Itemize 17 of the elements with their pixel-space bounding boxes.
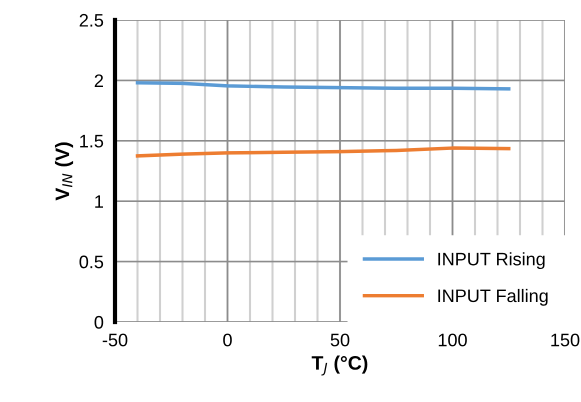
y-tick-label: 0.5 <box>79 256 104 268</box>
legend-label: INPUT Falling <box>438 288 548 306</box>
y-tick-label: 1 <box>95 195 104 208</box>
y-tick-label: 2 <box>94 74 103 87</box>
x-tick-label: 50 <box>330 334 350 346</box>
y-axis-title: V$_{IN}$ (V) <box>54 142 74 201</box>
line-series <box>136 81 510 91</box>
x-tick-label: 100 <box>438 334 467 346</box>
y-tick-label: 1.5 <box>80 134 104 148</box>
line-series <box>136 146 510 158</box>
y-tick-label: 2.5 <box>80 14 104 27</box>
y-tick-label: 0 <box>94 316 104 329</box>
x-tick-label: -50 <box>102 334 128 346</box>
x-tick-label: 0 <box>223 334 232 346</box>
legend-label: INPUT Rising <box>438 252 545 270</box>
x-axis-title: T$_{J}$ (°C) <box>312 356 368 376</box>
x-tick-label: 150 <box>551 334 580 346</box>
